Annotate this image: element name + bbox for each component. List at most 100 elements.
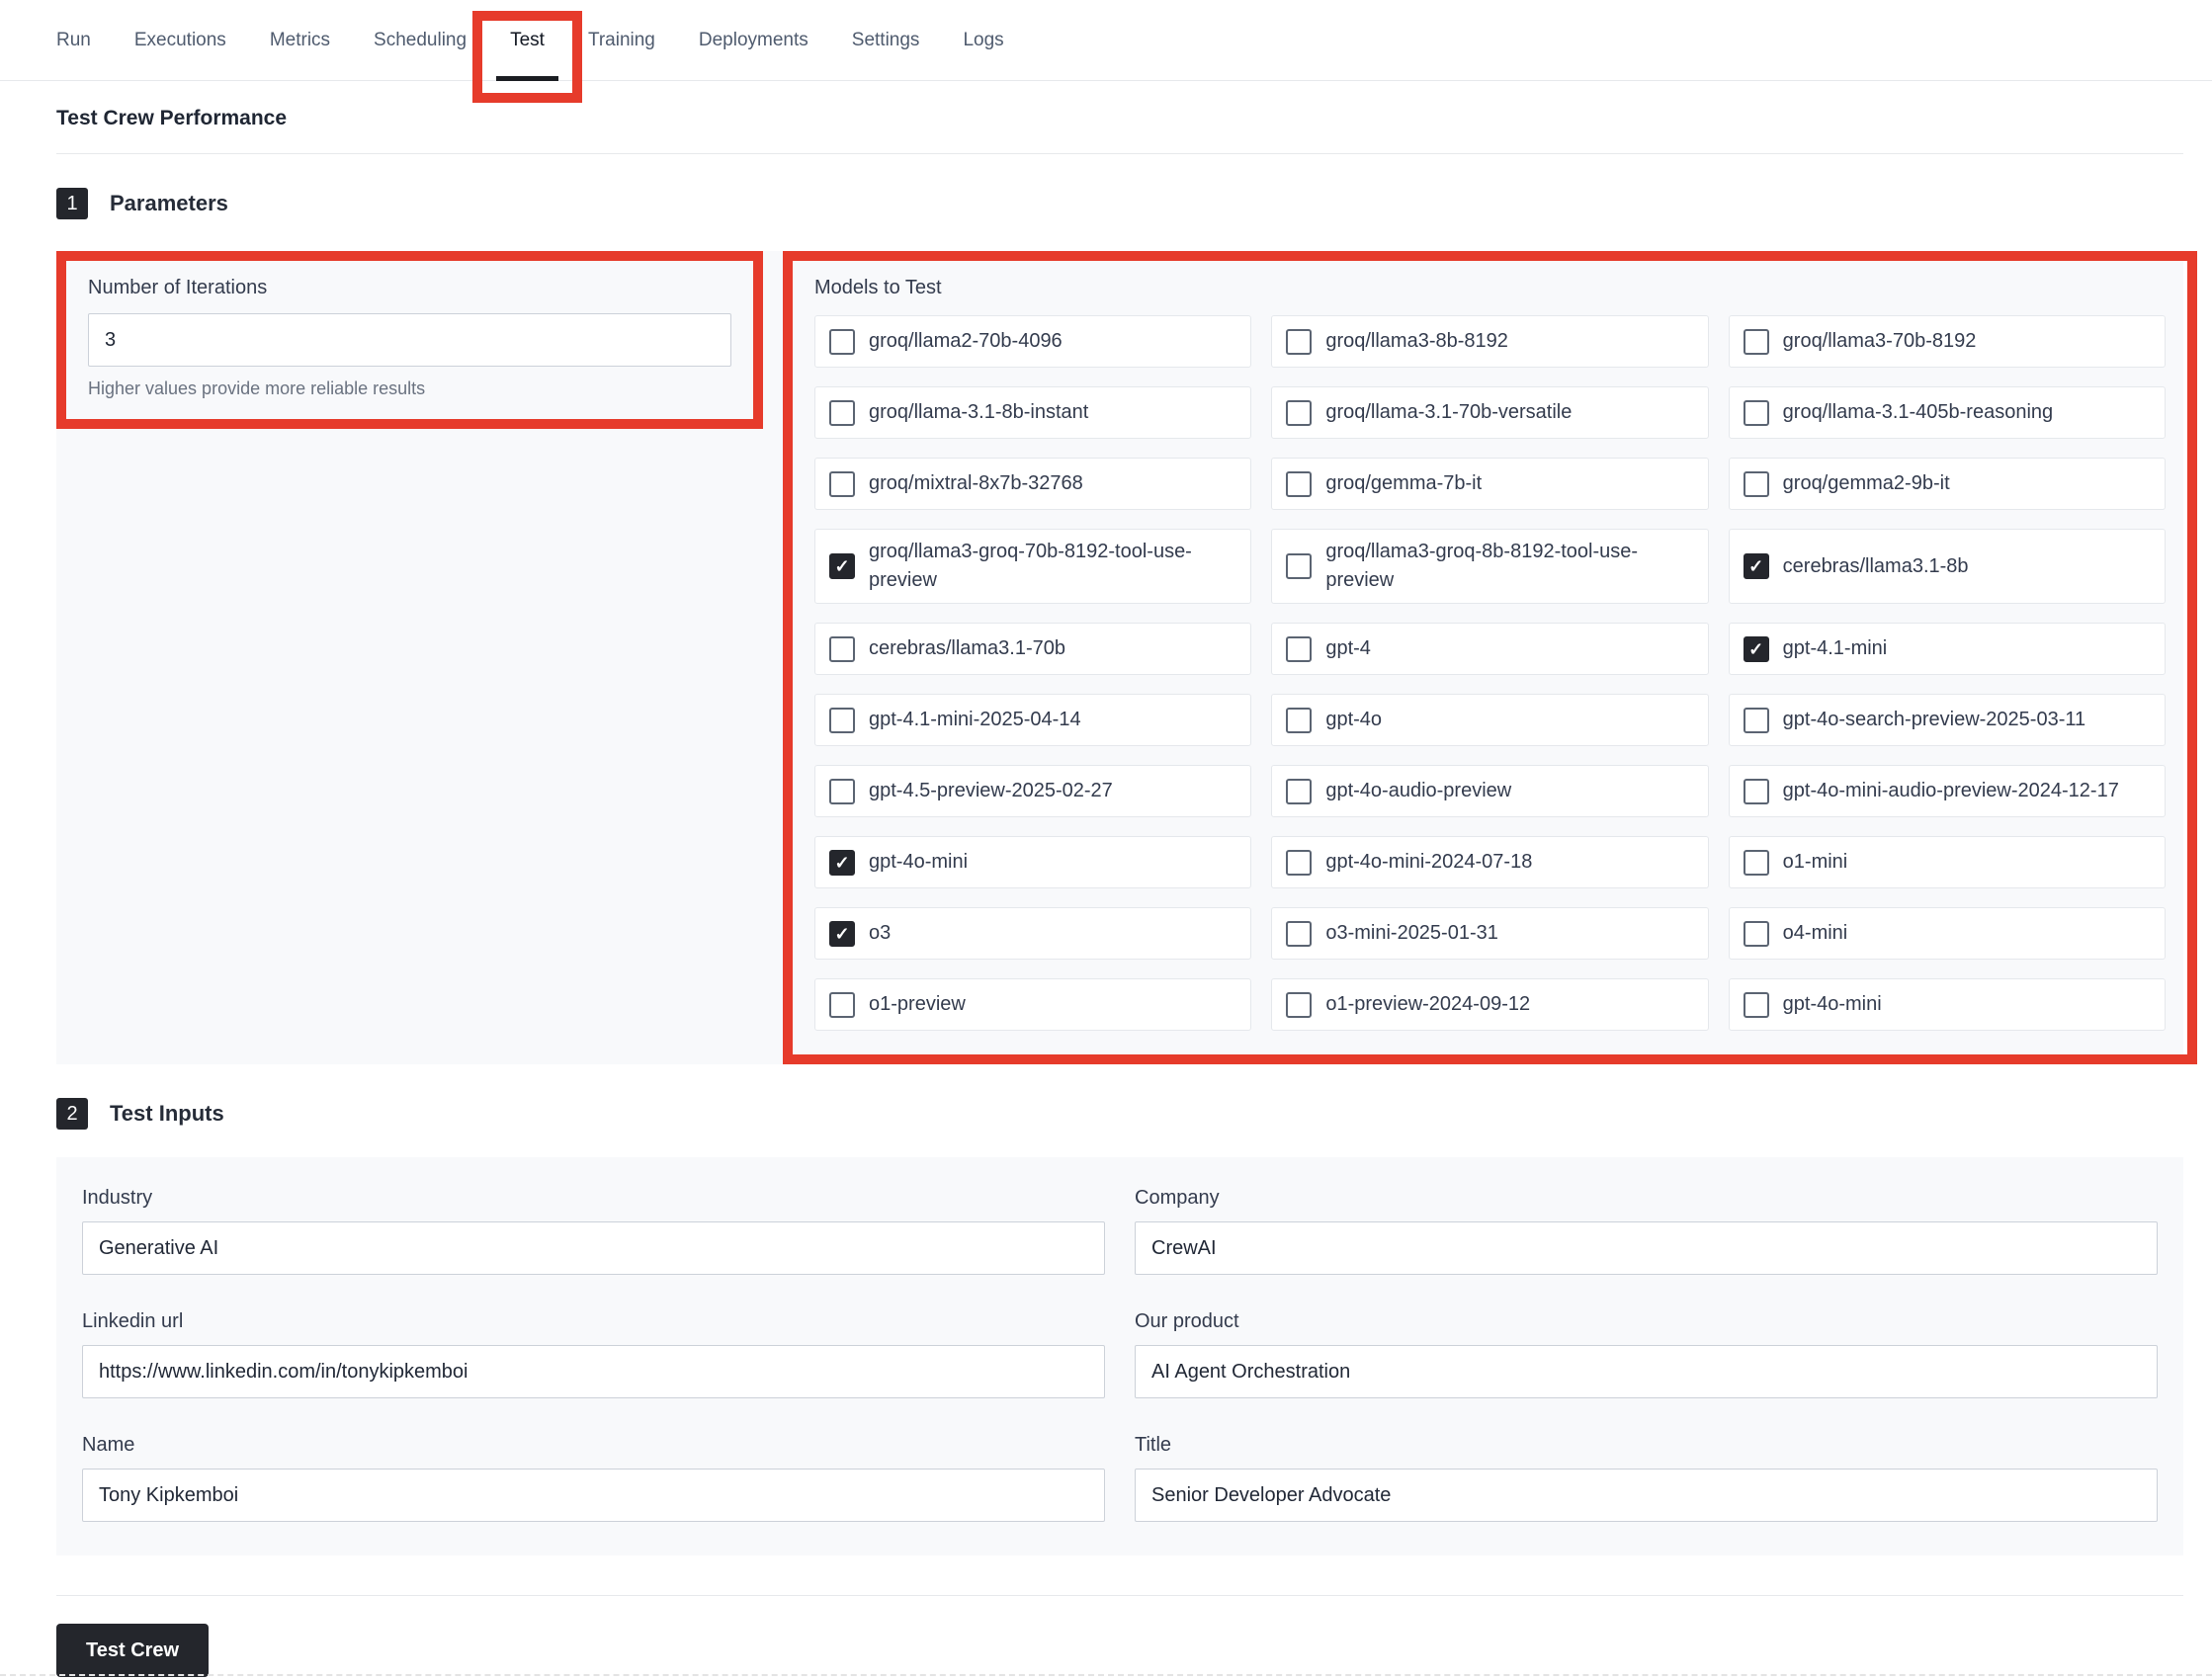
tab-settings[interactable]: Settings <box>852 0 920 80</box>
checkbox-icon[interactable] <box>1286 778 1313 804</box>
checkbox-icon[interactable] <box>1286 849 1313 876</box>
checkbox-icon[interactable] <box>829 778 855 804</box>
model-option[interactable]: o1-preview <box>814 978 1252 1031</box>
model-option[interactable]: gpt-4o <box>1271 694 1709 746</box>
model-label: groq/mixtral-8x7b-32768 <box>869 472 1083 494</box>
model-option[interactable]: groq/llama3-groq-8b-8192-tool-use-previe… <box>1271 529 1709 604</box>
model-option[interactable]: groq/llama-3.1-405b-reasoning <box>1728 386 2166 439</box>
parameters-section-head: 1 Parameters <box>56 188 2183 219</box>
checkbox-icon[interactable] <box>1743 778 1769 804</box>
our-product-field[interactable] <box>1135 1345 2158 1398</box>
checkbox-icon[interactable] <box>829 849 855 876</box>
model-option[interactable]: groq/gemma2-9b-it <box>1728 458 2166 510</box>
checkbox-icon[interactable] <box>1743 635 1769 662</box>
company-field[interactable] <box>1135 1221 2158 1275</box>
tab-logs[interactable]: Logs <box>963 0 1003 80</box>
model-option[interactable]: o1-preview-2024-09-12 <box>1271 978 1709 1031</box>
model-option[interactable]: groq/mixtral-8x7b-32768 <box>814 458 1252 510</box>
checkbox-icon[interactable] <box>1286 553 1313 579</box>
checkbox-icon[interactable] <box>1743 399 1769 426</box>
test-inputs-heading: Test Inputs <box>110 1101 224 1126</box>
tab-scheduling[interactable]: Scheduling <box>374 0 467 80</box>
step-2-badge: 2 <box>56 1098 88 1130</box>
checkbox-icon[interactable] <box>1286 470 1313 497</box>
model-option[interactable]: groq/llama-3.1-70b-versatile <box>1271 386 1709 439</box>
checkbox-icon[interactable] <box>1286 328 1313 355</box>
industry-field[interactable] <box>82 1221 1105 1275</box>
company-field-group: Company <box>1135 1187 2158 1275</box>
parameters-heading: Parameters <box>110 191 228 215</box>
checkbox-icon[interactable] <box>829 470 855 497</box>
tab-deployments[interactable]: Deployments <box>699 0 808 80</box>
model-option[interactable]: gpt-4o-mini-audio-preview-2024-12-17 <box>1728 765 2166 817</box>
model-label: gpt-4o <box>1325 709 1383 730</box>
model-label: gpt-4o-mini <box>869 851 969 873</box>
model-option[interactable]: gpt-4o-search-preview-2025-03-11 <box>1728 694 2166 746</box>
checkbox-icon[interactable] <box>1743 553 1769 579</box>
tab-executions[interactable]: Executions <box>134 0 226 80</box>
checkbox-icon[interactable] <box>829 707 855 733</box>
model-option[interactable]: groq/llama3-groq-70b-8192-tool-use-previ… <box>814 529 1252 604</box>
model-label: o3 <box>869 922 892 944</box>
model-option[interactable]: o4-mini <box>1728 907 2166 960</box>
checkbox-icon[interactable] <box>1286 991 1313 1018</box>
name-field-group: Name <box>82 1434 1105 1522</box>
model-label: groq/llama3-groq-70b-8192-tool-use-previ… <box>869 541 1192 591</box>
tab-test[interactable]: Test <box>472 0 582 103</box>
test-tab-annotation-ring <box>472 11 582 103</box>
iterations-label: Number of Iterations <box>88 277 268 298</box>
checkbox-icon[interactable] <box>829 399 855 426</box>
tab-run[interactable]: Run <box>56 0 91 80</box>
tab-label: Scheduling <box>374 29 468 50</box>
model-option[interactable]: gpt-4o-mini <box>1728 978 2166 1031</box>
checkbox-icon[interactable] <box>1286 707 1313 733</box>
model-option[interactable]: gpt-4.1-mini <box>1728 623 2166 675</box>
checkbox-icon[interactable] <box>1743 991 1769 1018</box>
model-option[interactable]: gpt-4.5-preview-2025-02-27 <box>814 765 1252 817</box>
our-product-field-group: Our product <box>1135 1310 2158 1398</box>
checkbox-icon[interactable] <box>1743 849 1769 876</box>
model-option[interactable]: groq/llama2-70b-4096 <box>814 315 1252 368</box>
model-option[interactable]: groq/llama3-70b-8192 <box>1728 315 2166 368</box>
model-label: gpt-4o-mini-2024-07-18 <box>1325 851 1533 873</box>
linkedin-url-field[interactable] <box>82 1345 1105 1398</box>
model-option[interactable]: cerebras/llama3.1-8b <box>1728 529 2166 604</box>
title-field[interactable] <box>1135 1469 2158 1522</box>
checkbox-icon[interactable] <box>829 920 855 947</box>
model-label: groq/llama-3.1-70b-versatile <box>1325 401 1573 423</box>
checkbox-icon[interactable] <box>1743 328 1769 355</box>
checkbox-icon[interactable] <box>829 635 855 662</box>
model-option[interactable]: groq/llama-3.1-8b-instant <box>814 386 1252 439</box>
test-inputs-section-head: 2 Test Inputs <box>56 1098 2183 1130</box>
model-option[interactable]: cerebras/llama3.1-70b <box>814 623 1252 675</box>
checkbox-icon[interactable] <box>1743 920 1769 947</box>
model-option[interactable]: groq/llama3-8b-8192 <box>1271 315 1709 368</box>
name-field[interactable] <box>82 1469 1105 1522</box>
model-option[interactable]: o3 <box>814 907 1252 960</box>
iterations-group: Number of Iterations Higher values provi… <box>56 251 763 429</box>
checkbox-icon[interactable] <box>1286 635 1313 662</box>
model-option[interactable]: gpt-4o-mini-2024-07-18 <box>1271 836 1709 888</box>
checkbox-icon[interactable] <box>1743 707 1769 733</box>
checkbox-icon[interactable] <box>829 553 855 579</box>
checkbox-icon[interactable] <box>1286 920 1313 947</box>
model-label: o1-preview <box>869 993 966 1015</box>
checkbox-icon[interactable] <box>829 328 855 355</box>
tab-training[interactable]: Training <box>588 0 655 80</box>
model-option[interactable]: o1-mini <box>1728 836 2166 888</box>
model-option[interactable]: o3-mini-2025-01-31 <box>1271 907 1709 960</box>
model-option[interactable]: gpt-4.1-mini-2025-04-14 <box>814 694 1252 746</box>
checkbox-icon[interactable] <box>1286 399 1313 426</box>
model-option[interactable]: gpt-4 <box>1271 623 1709 675</box>
checkbox-icon[interactable] <box>829 991 855 1018</box>
model-option[interactable]: gpt-4o-mini <box>814 836 1252 888</box>
test-crew-button[interactable]: Test Crew <box>56 1624 210 1677</box>
tab-metrics[interactable]: Metrics <box>270 0 330 80</box>
model-label: groq/llama-3.1-8b-instant <box>869 401 1089 423</box>
model-label: o1-preview-2024-09-12 <box>1325 993 1531 1015</box>
iterations-input[interactable] <box>88 313 731 367</box>
model-option[interactable]: gpt-4o-audio-preview <box>1271 765 1709 817</box>
model-option[interactable]: groq/gemma-7b-it <box>1271 458 1709 510</box>
checkbox-icon[interactable] <box>1743 470 1769 497</box>
model-label: cerebras/llama3.1-8b <box>1782 554 1969 577</box>
